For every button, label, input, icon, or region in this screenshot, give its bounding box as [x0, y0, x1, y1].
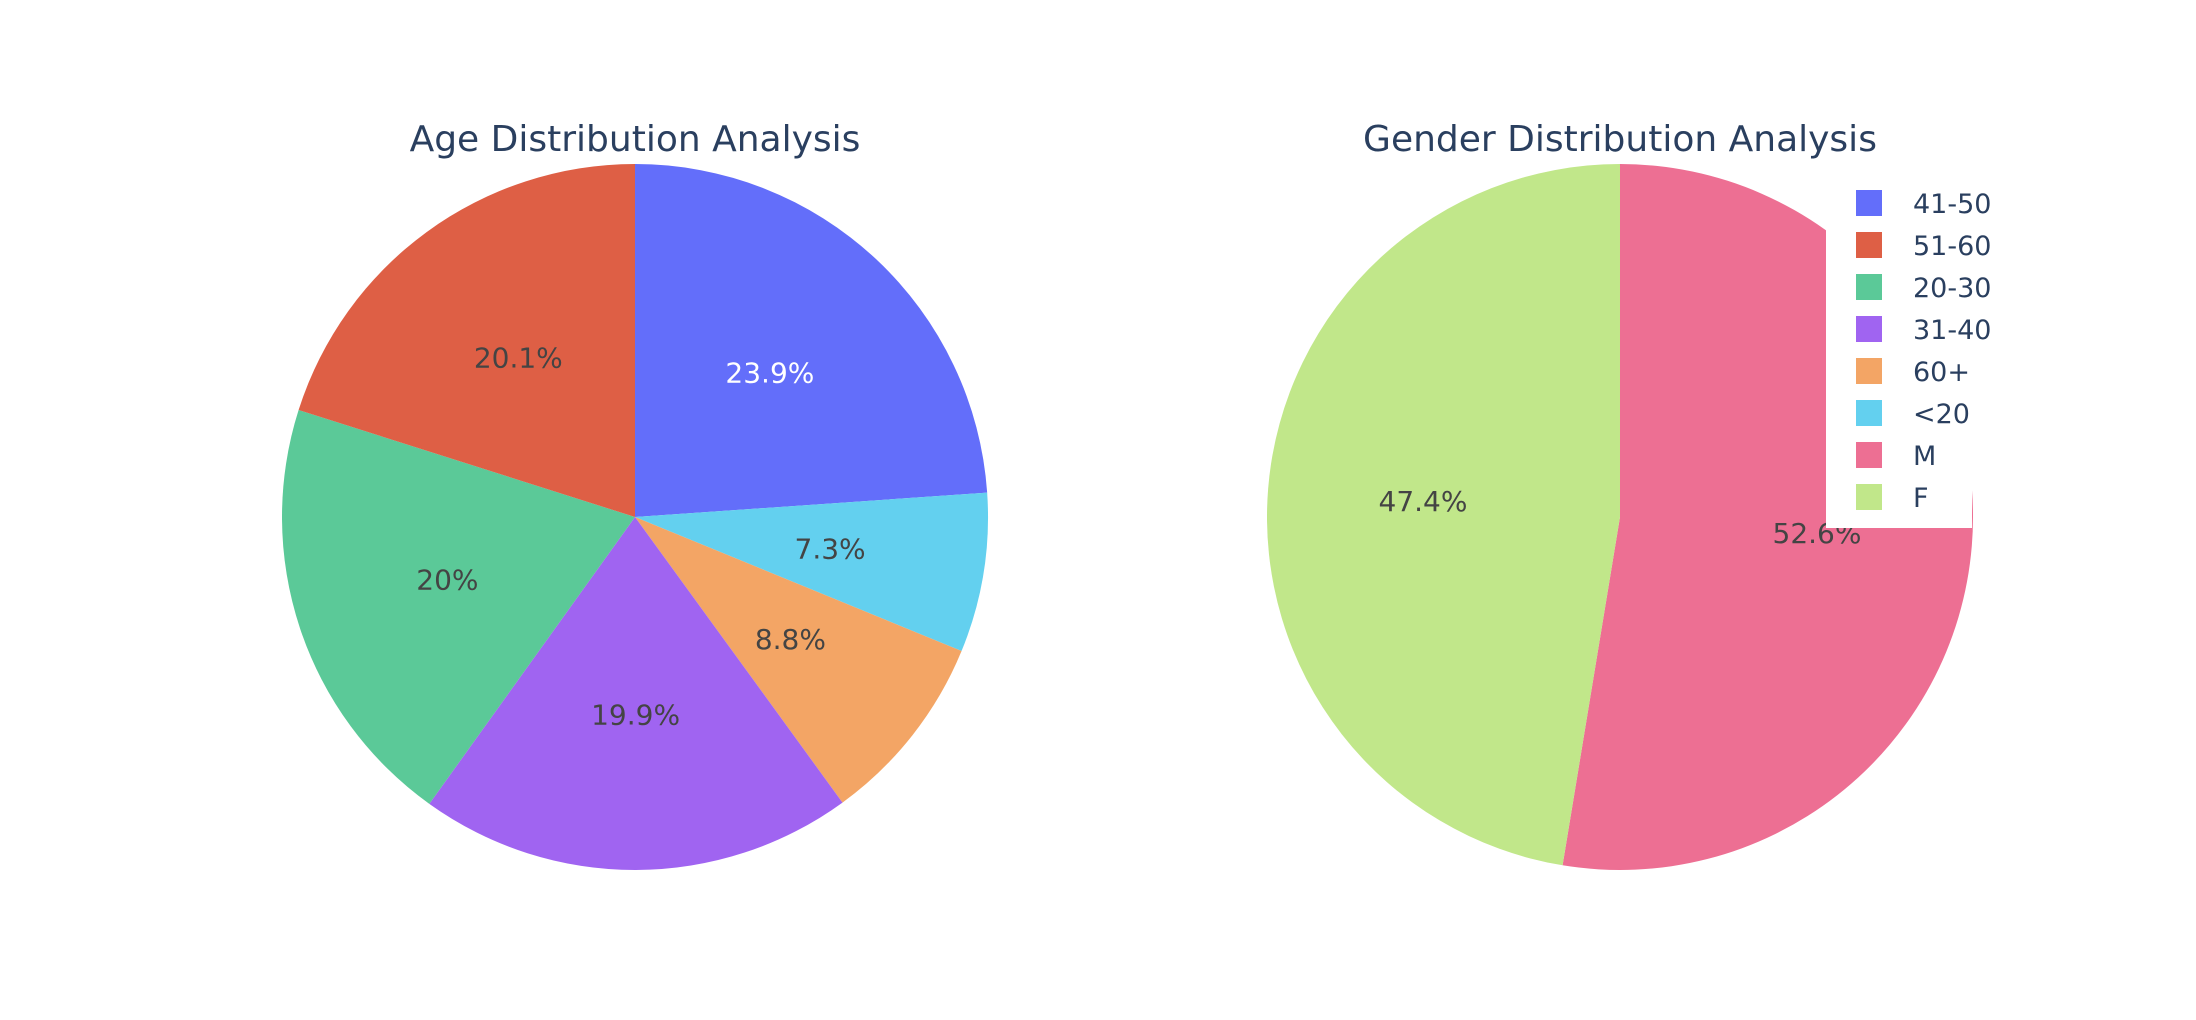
- pie-slice-51-60[interactable]: [298, 163, 635, 517]
- pie-slice-under-20[interactable]: [635, 492, 989, 652]
- pie-slice-f[interactable]: [1267, 164, 1620, 866]
- slice-label-under-20: 7.3%: [795, 533, 866, 566]
- pie-slice-41-50[interactable]: [635, 164, 988, 517]
- pie-slice-31-40[interactable]: [429, 517, 843, 870]
- slice-label-31-40: 19.9%: [591, 699, 680, 732]
- chart-legend[interactable]: 41-50 51-60 20-30 31-40 60+ <20 MF: [1826, 178, 1991, 528]
- slice-label-60-plus: 8.8%: [755, 623, 826, 656]
- legend-swatch-60-plus[interactable]: [1856, 358, 1882, 384]
- gender-chart-title: Gender Distribution Analysis: [1363, 119, 1877, 160]
- legend-swatch-m[interactable]: [1856, 442, 1882, 468]
- age-chart-title: Age Distribution Analysis: [410, 119, 861, 160]
- legend-swatch-f[interactable]: [1856, 484, 1882, 510]
- slice-label-20-30: 20%: [416, 563, 478, 596]
- legend-label-41-50[interactable]: 41-50: [1913, 189, 1991, 220]
- legend-swatch-51-60[interactable]: [1856, 232, 1882, 258]
- pie-slice-20-30[interactable]: [282, 410, 635, 804]
- legend-label-under-20[interactable]: <20: [1913, 399, 1970, 430]
- legend-label-m[interactable]: M: [1913, 441, 1936, 472]
- legend-label-31-40[interactable]: 31-40: [1913, 315, 1991, 346]
- legend-swatch-31-40[interactable]: [1856, 316, 1882, 342]
- pie-slice-60-plus[interactable]: [635, 517, 962, 803]
- legend-background: [1826, 178, 1972, 528]
- legend-swatch-under-20[interactable]: [1856, 400, 1882, 426]
- legend-label-20-30[interactable]: 20-30: [1913, 273, 1991, 304]
- legend-label-f[interactable]: F: [1913, 483, 1929, 514]
- legend-swatch-20-30[interactable]: [1856, 274, 1882, 300]
- slice-label-51-60: 20.1%: [474, 341, 563, 374]
- age-pie-chart: 23.9% 7.3% 8.8% 19.9% 20% 20.1%: [282, 163, 989, 870]
- slice-label-f: 47.4%: [1379, 485, 1468, 518]
- slice-label-41-50: 23.9%: [725, 357, 814, 390]
- legend-label-60-plus[interactable]: 60+: [1913, 357, 1970, 388]
- legend-swatch-41-50[interactable]: [1856, 190, 1882, 216]
- legend-label-51-60[interactable]: 51-60: [1913, 231, 1991, 262]
